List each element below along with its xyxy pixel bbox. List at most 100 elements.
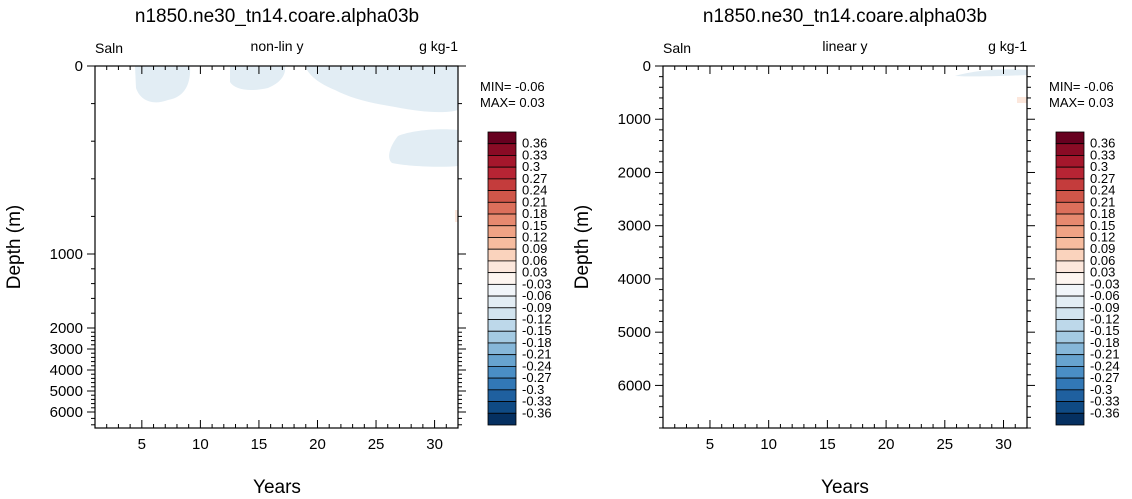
colorbar-label: 0.33 <box>1090 147 1115 162</box>
colorbar-swatch <box>487 201 517 215</box>
subtitle-center: non-lin y <box>251 38 304 54</box>
subtitle-right: g kg-1 <box>988 38 1027 54</box>
x-axis-label: Years <box>821 477 869 498</box>
colorbar-swatch <box>487 143 517 156</box>
colorbar-label: 0.21 <box>522 194 547 209</box>
colorbar-label: 0.21 <box>1090 194 1115 209</box>
subtitle-right: g kg-1 <box>419 38 458 54</box>
colorbar-label: 0.06 <box>522 253 547 268</box>
colorbar-label: 0.15 <box>522 218 547 233</box>
colorbar-swatch <box>487 412 517 426</box>
colorbar-swatch <box>487 401 517 414</box>
y-tick-label: 2000 <box>50 320 83 337</box>
colorbar-swatch <box>1055 342 1085 356</box>
colorbar-swatch <box>487 248 517 262</box>
x-axis-label: Years <box>253 477 301 498</box>
y-tick-label: 5000 <box>618 324 651 341</box>
colorbar-swatch <box>1055 143 1085 156</box>
subtitle-left: Saln <box>95 40 123 56</box>
colorbar-swatch <box>487 283 517 297</box>
colorbar-label: -0.36 <box>522 405 552 420</box>
colorbar-label: -0.18 <box>522 335 552 350</box>
colorbar: 0.360.330.30.270.240.210.180.150.120.090… <box>487 131 552 426</box>
y-tick-label: 6000 <box>618 377 651 394</box>
colorbar-swatch <box>1055 131 1085 145</box>
x-tick-label: 20 <box>309 436 326 453</box>
min-label: MIN= -0.06 <box>480 79 545 94</box>
max-label: MAX= 0.03 <box>1049 95 1114 110</box>
colorbar-swatch <box>487 131 517 145</box>
colorbar-label: 0.09 <box>1090 241 1115 256</box>
x-tick-label: 10 <box>760 436 777 453</box>
colorbar-label: -0.15 <box>522 323 552 338</box>
field-patch <box>135 66 191 103</box>
y-tick-label: 4000 <box>618 271 651 288</box>
x-tick-label: 15 <box>251 436 268 453</box>
colorbar-swatch <box>1055 155 1085 168</box>
field-patch <box>1017 97 1027 103</box>
colorbar-label: 0.18 <box>1090 206 1115 221</box>
colorbar-swatch <box>1055 272 1085 285</box>
colorbar-label: 0.18 <box>522 206 547 221</box>
x-tick-label: 25 <box>368 436 385 453</box>
x-tick-label: 5 <box>138 436 146 453</box>
colorbar-label: -0.27 <box>522 370 552 385</box>
colorbar-label: -0.3 <box>522 382 544 397</box>
panel-linear: n1850.ne30_tn14.coare.alpha03b Saln line… <box>572 6 1120 498</box>
colorbar-swatch <box>487 213 517 227</box>
field-patch <box>305 66 458 113</box>
colorbar-label: 0.33 <box>522 147 547 162</box>
y-tick-label: 0 <box>75 58 83 75</box>
y-tick-label: 1000 <box>618 111 651 128</box>
colorbar-label: -0.24 <box>522 358 552 373</box>
colorbar-label: -0.3 <box>1090 382 1112 397</box>
x-tick-label: 15 <box>819 436 836 453</box>
colorbar-label: 0.3 <box>522 159 540 174</box>
y-tick-label: 0 <box>643 58 651 75</box>
chart-title: n1850.ne30_tn14.coare.alpha03b <box>135 6 419 27</box>
colorbar-swatch <box>487 166 517 180</box>
panel-nonlinear: n1850.ne30_tn14.coare.alpha03b Saln non-… <box>4 6 552 498</box>
subtitle-center: linear y <box>822 38 867 54</box>
colorbar-swatch <box>1055 389 1085 402</box>
x-tick-label: 30 <box>426 436 443 453</box>
colorbar-label: 0.27 <box>1090 171 1115 186</box>
y-tick-label: 5000 <box>50 383 83 400</box>
colorbar-swatch <box>487 389 517 402</box>
colorbar-label: -0.18 <box>1090 335 1120 350</box>
colorbar-swatch <box>487 225 517 238</box>
chart-title: n1850.ne30_tn14.coare.alpha03b <box>703 6 987 27</box>
colorbar-swatch <box>1055 377 1085 391</box>
colorbar-swatch <box>487 377 517 391</box>
colorbar-swatch <box>487 178 517 192</box>
x-tick-label: 25 <box>936 436 953 453</box>
colorbar-swatch <box>1055 283 1085 297</box>
x-tick-labels: 5 10 15 20 25 30 <box>94 66 459 453</box>
colorbar-swatch <box>1055 307 1085 320</box>
y-axis-label: Depth (m) <box>572 205 593 289</box>
colorbar-swatch <box>1055 260 1085 274</box>
colorbar-swatch <box>1055 295 1085 309</box>
colorbar-label: 0.36 <box>522 136 547 151</box>
colorbar-label: 0.3 <box>1090 159 1108 174</box>
y-tick-labels: 0 1000 2000 3000 4000 5000 6000 <box>50 58 466 426</box>
colorbar-swatch <box>1055 401 1085 414</box>
colorbar-label: 0.03 <box>522 265 547 280</box>
colorbar-swatch <box>1055 190 1085 203</box>
x-tick-label: 10 <box>192 436 209 453</box>
colorbar-label: 0.27 <box>522 171 547 186</box>
plot-area <box>662 65 1028 429</box>
x-tick-label: 20 <box>878 436 895 453</box>
colorbar-label: -0.21 <box>1090 347 1120 362</box>
field-patch <box>955 69 1027 77</box>
field-patch <box>455 210 458 222</box>
colorbar-label: -0.36 <box>1090 405 1120 420</box>
colorbar-label: 0.06 <box>1090 253 1115 268</box>
y-tick-label: 1000 <box>50 246 83 263</box>
y-tick-label: 2000 <box>618 164 651 181</box>
colorbar-swatch <box>487 155 517 168</box>
colorbar-label: -0.06 <box>1090 288 1120 303</box>
colorbar-swatch <box>1055 178 1085 192</box>
colorbar-label: 0.24 <box>1090 183 1115 198</box>
